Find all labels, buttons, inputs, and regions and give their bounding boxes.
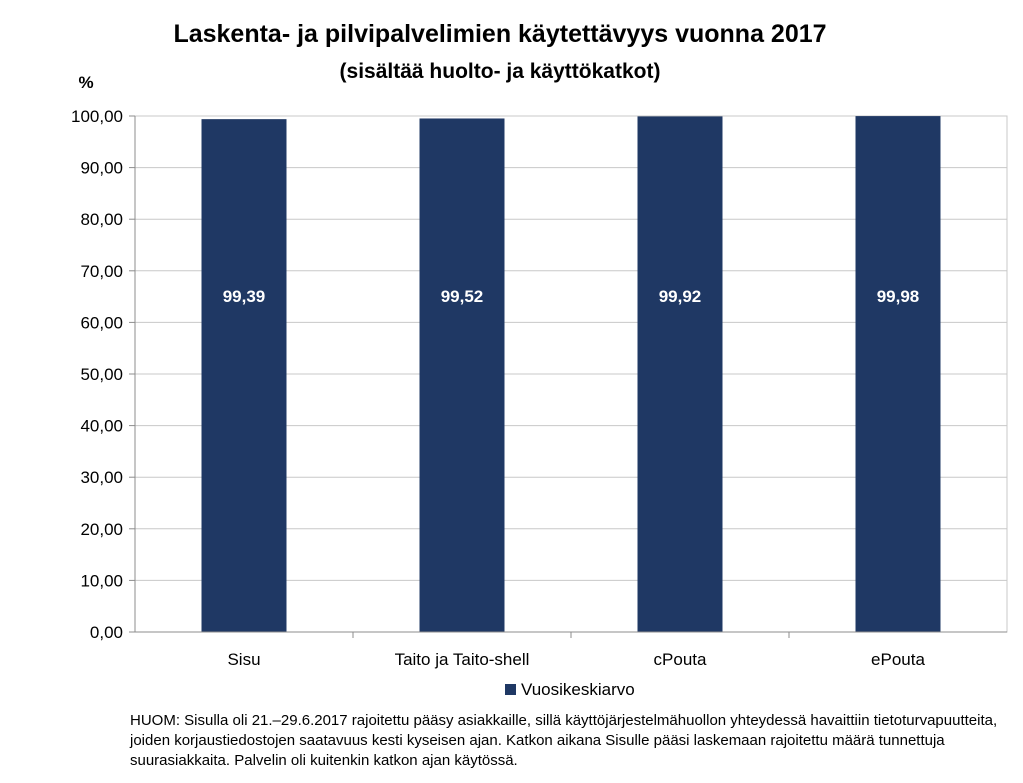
x-tick-label: ePouta (871, 650, 925, 669)
data-label: 99,98 (877, 287, 920, 306)
x-tick-label: Taito ja Taito-shell (395, 650, 530, 669)
y-tick-label: 30,00 (80, 468, 123, 487)
y-tick-label: 60,00 (80, 313, 123, 332)
y-tick-label: 20,00 (80, 520, 123, 539)
y-tick-label: 70,00 (80, 262, 123, 281)
legend: Vuosikeskiarvo (505, 680, 635, 699)
y-axis-label: % (78, 73, 93, 92)
chart-subtitle: (sisältää huolto- ja käyttökatkot) (340, 60, 661, 83)
labels: 0,00 10,00 20,00 30,00 40,00 50,00 60,00 70,00 8… (71, 107, 925, 669)
y-tick-label: 40,00 (80, 417, 123, 436)
bar (419, 118, 505, 632)
bar (855, 116, 941, 632)
y-tick-label: 80,00 (80, 210, 123, 229)
x-tick-label: cPouta (654, 650, 707, 669)
bar-chart: Laskenta- ja pilvipalvelimien käytettävy… (71, 20, 1008, 699)
y-tick-label: 10,00 (80, 571, 123, 590)
bar (637, 116, 723, 633)
y-tick-label: 100,00 (71, 107, 123, 126)
legend-swatch (505, 684, 516, 695)
legend-label: Vuosikeskiarvo (521, 680, 635, 699)
data-label: 99,52 (441, 287, 484, 306)
axes (129, 115, 1007, 638)
bars (201, 116, 941, 633)
data-label: 99,92 (659, 287, 702, 306)
bar (201, 119, 287, 633)
x-tick-label: Sisu (227, 650, 260, 669)
y-tick-label: 0,00 (90, 623, 123, 642)
chart-title: Laskenta- ja pilvipalvelimien käytettävy… (173, 20, 826, 48)
y-tick-label: 90,00 (80, 159, 123, 178)
y-tick-label: 50,00 (80, 365, 123, 384)
data-label: 99,39 (223, 287, 266, 306)
footnote: HUOM: Sisulla oli 21.–29.6.2017 rajoitet… (130, 712, 998, 769)
